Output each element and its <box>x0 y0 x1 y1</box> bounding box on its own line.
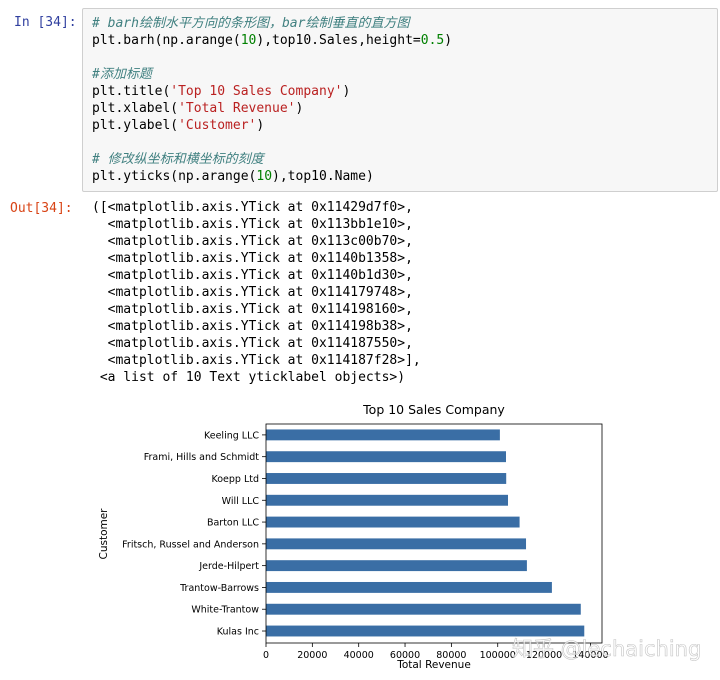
y-tick-label: White-Trantow <box>191 605 259 616</box>
output-line: ([<matplotlib.axis.YTick at 0x11429d7f0>… <box>92 200 413 215</box>
output-line: <matplotlib.axis.YTick at 0x1140b1358>, <box>92 251 413 266</box>
y-axis-label: Customer <box>98 508 110 560</box>
output-prompt: Out[34]: <box>10 201 73 216</box>
output-line: <matplotlib.axis.YTick at 0x114187f28>], <box>92 353 421 368</box>
bar <box>266 581 552 593</box>
bar <box>266 603 581 615</box>
code-line: plt.yticks(np.arange(10),top10.Name) <box>92 169 374 184</box>
output-line: <matplotlib.axis.YTick at 0x114198160>, <box>92 302 413 317</box>
x-tick-label: 120000 <box>526 650 562 661</box>
code-line: # barh绘制水平方向的条形图，bar绘制垂直的直方图 <box>92 16 409 31</box>
code-token: ),top10.Name) <box>272 169 374 184</box>
y-tick-label: Frami, Hills and Schmidt <box>144 452 260 463</box>
code-token: 10 <box>240 33 257 48</box>
code-line: plt.ylabel('Customer') <box>92 118 264 133</box>
code-token: # barh绘制水平方向的条形图，bar绘制垂直的直方图 <box>92 16 410 31</box>
code-line: plt.xlabel('Total Revenue') <box>92 101 303 116</box>
output-line: <a list of 10 Text yticklabel objects>) <box>92 370 406 385</box>
code-token: ) <box>256 118 265 133</box>
x-tick-label: 80000 <box>436 650 466 661</box>
code-line: # 修改纵坐标和横坐标的刻度 <box>92 152 264 167</box>
y-tick-label: Trantow-Barrows <box>179 583 259 594</box>
bar <box>266 451 506 463</box>
code-token: 'Total Revenue' <box>178 101 296 116</box>
watermark: 知乎 @lechaiching <box>512 637 701 661</box>
code-line: plt.title('Top 10 Sales Company') <box>92 84 350 99</box>
x-tick-label: 20000 <box>297 650 327 661</box>
code-token: 'Customer' <box>178 118 257 133</box>
x-tick-label: 60000 <box>390 650 420 661</box>
output-line: <matplotlib.axis.YTick at 0x114187550>, <box>92 336 413 351</box>
code-token: plt.ylabel( <box>92 118 179 133</box>
input-prompt: In [34]: <box>14 15 77 30</box>
x-tick-label: 40000 <box>344 650 374 661</box>
code-token: 10 <box>256 169 273 184</box>
code-token: 0.5 <box>420 33 445 48</box>
y-tick-label: Keeling LLC <box>204 430 259 441</box>
code-token: # 修改纵坐标和横坐标的刻度 <box>92 152 264 167</box>
y-tick-label: Barton LLC <box>207 518 259 529</box>
chart-title: Top 10 Sales Company <box>362 402 505 417</box>
output-line: <matplotlib.axis.YTick at 0x114198b38>, <box>92 319 413 334</box>
output-line: <matplotlib.axis.YTick at 0x113bb1e10>, <box>92 217 413 232</box>
code-token: ) <box>295 101 304 116</box>
output-line: <matplotlib.axis.YTick at 0x114179748>, <box>92 285 413 300</box>
code-token: plt.yticks(np.arange( <box>92 169 257 184</box>
x-tick-label: 140000 <box>572 650 608 661</box>
bar <box>266 473 507 484</box>
bar <box>266 516 520 528</box>
x-tick-label: 0 <box>263 650 269 661</box>
y-tick-label: Kulas Inc <box>217 627 259 638</box>
code-token: ) <box>444 33 453 48</box>
x-tick-label: 100000 <box>480 650 516 661</box>
code-editor[interactable]: # barh绘制水平方向的条形图，bar绘制垂直的直方图 plt.barh(np… <box>92 15 452 185</box>
bar <box>266 560 527 572</box>
code-input-cell[interactable]: # barh绘制水平方向的条形图，bar绘制垂直的直方图 plt.barh(np… <box>82 8 718 192</box>
code-line: plt.barh(np.arange(10),top10.Sales,heigh… <box>92 33 452 48</box>
bar <box>266 538 527 550</box>
bar <box>266 429 500 441</box>
y-tick-label: Koepp Ltd <box>211 474 259 485</box>
code-token: ),top10.Sales,height= <box>256 33 421 48</box>
y-tick-label: Will LLC <box>222 496 260 507</box>
code-line: #添加标题 <box>92 67 152 82</box>
code-token: 'Top 10 Sales Company' <box>170 84 343 99</box>
x-axis-label: Total Revenue <box>396 659 471 671</box>
bar <box>266 625 585 637</box>
code-token: plt.title( <box>92 84 171 99</box>
output-text: ([<matplotlib.axis.YTick at 0x11429d7f0>… <box>92 199 421 386</box>
code-token: plt.xlabel( <box>92 101 179 116</box>
code-token: plt.barh(np.arange( <box>92 33 241 48</box>
output-line: <matplotlib.axis.YTick at 0x113c00b70>, <box>92 234 413 249</box>
code-token: #添加标题 <box>92 67 152 82</box>
y-tick-label: Fritsch, Russel and Anderson <box>122 539 259 550</box>
bar-chart: Top 10 Sales Company Customer Total Reve… <box>98 402 702 671</box>
y-tick-label: Jerde-Hilpert <box>198 561 259 572</box>
bar <box>266 494 509 506</box>
output-line: <matplotlib.axis.YTick at 0x1140b1d30>, <box>92 268 413 283</box>
code-token: ) <box>342 84 351 99</box>
plot-frame <box>265 423 603 644</box>
